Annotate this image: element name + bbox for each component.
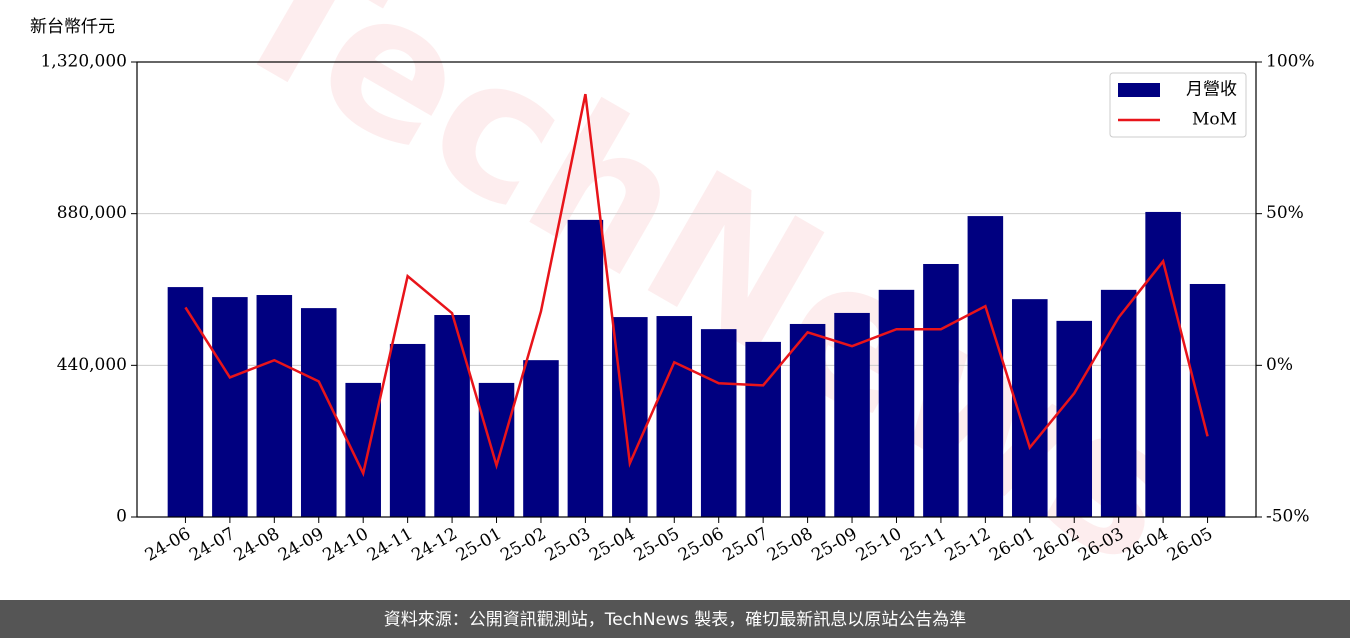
legend-swatch (1118, 83, 1160, 97)
x-tick-label: 25-08 (764, 524, 816, 566)
x-tick-label: 26-05 (1164, 524, 1216, 566)
y2-tick-label: 50% (1266, 203, 1304, 223)
x-tick-label: 25-02 (497, 524, 549, 566)
bar (1056, 320, 1093, 517)
plot-frame (136, 61, 1257, 518)
bar (478, 382, 515, 517)
y2-tick-label: 100% (1266, 52, 1315, 72)
y2-tick-label: 0% (1266, 355, 1293, 375)
bar (745, 341, 781, 517)
bar (434, 315, 470, 517)
bar (612, 317, 648, 517)
x-tick-label: 25-11 (897, 524, 949, 566)
x-tick-label: 24-10 (320, 524, 372, 566)
y-tick-label: 440,000 (57, 355, 127, 375)
y-tick-label: 880,000 (57, 203, 127, 223)
bar (923, 263, 959, 517)
x-tick-label: 24-08 (231, 524, 283, 566)
bar (1100, 289, 1137, 517)
x-tick-label: 24-09 (275, 524, 327, 566)
x-tick-label: 25-07 (719, 524, 771, 566)
x-tick-label: 25-09 (808, 524, 860, 566)
footer-band (0, 600, 1350, 638)
x-tick-label: 25-04 (586, 524, 638, 566)
bar (1145, 211, 1181, 517)
x-tick-label: 25-10 (853, 524, 905, 566)
x-tick-label: 24-11 (364, 524, 416, 566)
bar (167, 287, 204, 517)
y-tick-label: 0 (116, 507, 127, 527)
bar (389, 343, 426, 517)
footer: 資料來源：公開資訊觀測站，TechNews 製表，確切最新訊息以原站公告為準 (384, 610, 966, 630)
bar (967, 216, 1004, 518)
x-tick-label: 25-01 (453, 524, 505, 566)
x-tick-label: 25-12 (942, 524, 994, 566)
x-tick-label: 25-03 (542, 524, 594, 566)
bar (523, 360, 559, 517)
bar (212, 297, 248, 517)
y-axis-label: 新台幣仟元 (30, 17, 115, 37)
bar (789, 323, 826, 517)
x-tick-label: 24-06 (142, 524, 194, 566)
legend-label: MoM (1192, 110, 1237, 130)
x-tick-label: 25-05 (631, 524, 683, 566)
y2-tick-label: -50% (1266, 507, 1310, 527)
line (184, 93, 1209, 478)
bar (300, 308, 337, 517)
bar (567, 219, 604, 517)
bar (256, 295, 293, 517)
bar (656, 316, 693, 517)
legend-label: 月營收 (1186, 80, 1237, 100)
bar (700, 329, 737, 517)
x-tick-label: 24-12 (408, 524, 460, 566)
legend: 月營收 MoM (1109, 72, 1247, 138)
bar (1189, 283, 1226, 517)
x-tick-label: 25-06 (675, 524, 727, 566)
y-tick-label: 1,320,000 (40, 52, 127, 72)
x-tick-label: 24-07 (186, 524, 238, 566)
bar (878, 289, 915, 517)
